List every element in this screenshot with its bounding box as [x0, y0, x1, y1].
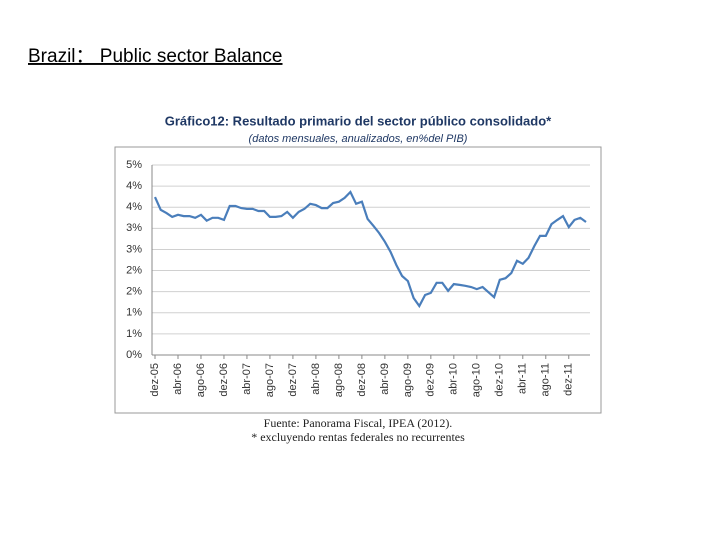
x-tick-label: ago-10 [471, 363, 483, 397]
y-tick-label: 1% [126, 328, 142, 340]
x-tick-label: abr-06 [172, 363, 184, 395]
note: * excluyendo rentas federales no recurre… [251, 430, 465, 444]
x-tick-label: dez-08 [356, 363, 368, 397]
x-tick-label: ago-06 [195, 363, 207, 397]
x-tick-label: dez-10 [494, 363, 506, 397]
slide-title: Brazil： Public sector Balance [28, 46, 283, 67]
y-tick-label: 2% [126, 286, 142, 298]
x-tick-label: dez-05 [149, 363, 161, 397]
x-tick-label: dez-11 [563, 363, 575, 396]
y-tick-label: 3% [126, 222, 142, 234]
chart-title: Gráfico12: Resultado primario del sector… [165, 113, 552, 128]
x-tick-label: ago-07 [264, 363, 276, 397]
x-tick-label: dez-06 [218, 363, 230, 397]
y-tick-label: 5% [126, 159, 142, 171]
x-tick-label: ago-11 [540, 363, 552, 396]
y-tick-label: 4% [126, 180, 142, 192]
x-tick-label: ago-09 [402, 363, 414, 397]
x-tick-label: ago-08 [333, 363, 345, 397]
x-tick-label: dez-07 [287, 363, 299, 397]
x-tick-label: abr-09 [379, 363, 391, 395]
source: Fuente: Panorama Fiscal, IPEA (2012). [264, 416, 453, 430]
y-tick-label: 1% [126, 307, 142, 319]
y-tick-label: 3% [126, 243, 142, 255]
y-tick-label: 4% [126, 201, 142, 213]
x-tick-label: dez-09 [425, 363, 437, 397]
x-tick-label: abr-10 [448, 363, 460, 395]
y-tick-label: 0% [126, 349, 142, 361]
y-tick-label: 2% [126, 264, 142, 276]
x-tick-label: abr-07 [241, 363, 253, 395]
chart-subtitle: (datos mensuales, anualizados, en%del PI… [249, 133, 468, 145]
x-tick-label: abr-08 [310, 363, 322, 395]
x-tick-label: abr-11 [517, 363, 529, 394]
line-series [153, 190, 587, 309]
chart-frame [114, 146, 602, 414]
